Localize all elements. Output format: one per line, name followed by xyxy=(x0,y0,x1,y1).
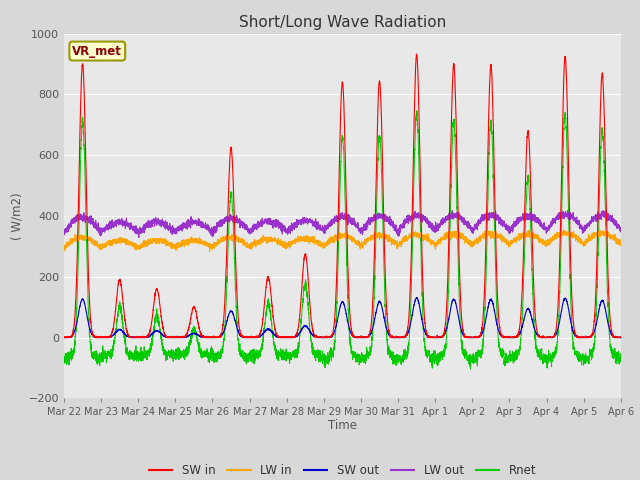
X-axis label: Time: Time xyxy=(328,419,357,432)
Text: VR_met: VR_met xyxy=(72,45,122,58)
Legend: SW in, LW in, SW out, LW out, Rnet: SW in, LW in, SW out, LW out, Rnet xyxy=(144,459,541,480)
Y-axis label: ( W/m2): ( W/m2) xyxy=(10,192,23,240)
Title: Short/Long Wave Radiation: Short/Long Wave Radiation xyxy=(239,15,446,30)
